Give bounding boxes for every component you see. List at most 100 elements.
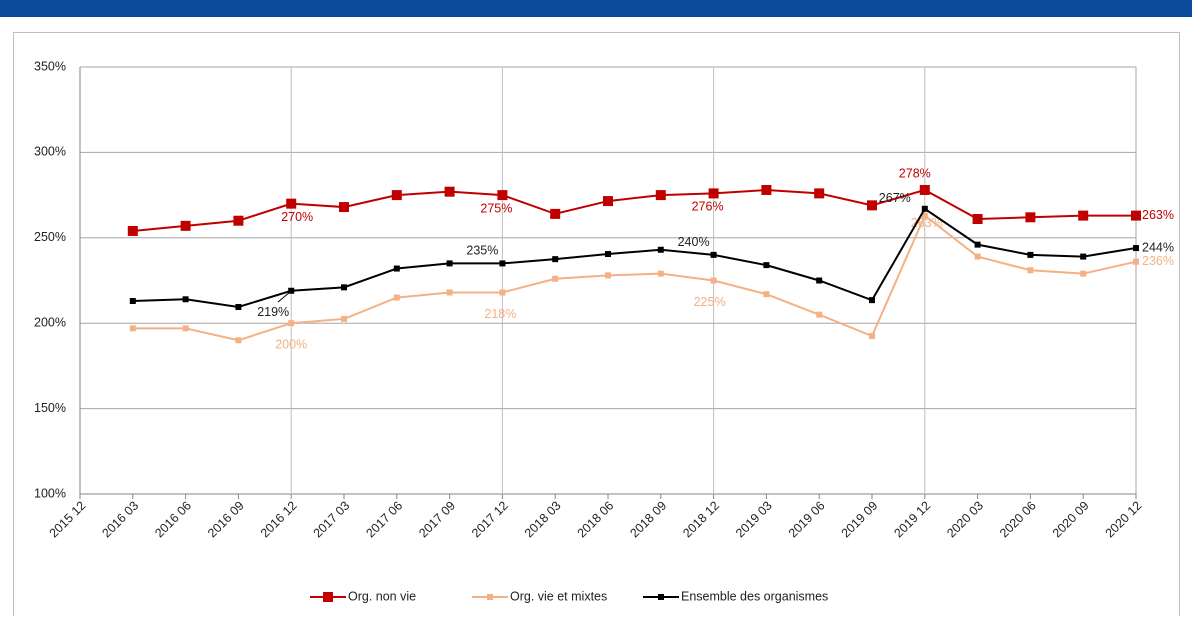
point-marker xyxy=(446,289,453,296)
point-marker xyxy=(341,315,347,322)
data-label: 236% xyxy=(1142,254,1174,268)
point-marker xyxy=(129,325,136,332)
data-label: 219% xyxy=(257,305,289,319)
point-marker xyxy=(288,320,295,327)
point-marker xyxy=(972,214,983,225)
point-marker xyxy=(446,260,453,267)
point-marker xyxy=(235,337,242,344)
legend-label: Org. vie et mixtes xyxy=(510,589,607,603)
point-marker xyxy=(499,260,506,267)
leader-line xyxy=(277,291,291,303)
point-marker xyxy=(763,291,770,298)
point-marker xyxy=(657,246,664,253)
data-label: 275% xyxy=(480,201,512,215)
point-marker xyxy=(552,256,559,263)
data-label: 235% xyxy=(466,244,498,258)
x-tick-label: 2017 03 xyxy=(311,499,353,541)
point-marker xyxy=(233,215,244,226)
point-marker xyxy=(974,253,981,260)
x-tick-label: 2020 06 xyxy=(997,499,1039,541)
point-marker xyxy=(182,325,189,332)
data-label: 267% xyxy=(879,191,911,205)
point-marker xyxy=(921,212,928,219)
point-marker xyxy=(339,202,349,213)
point-marker xyxy=(763,262,770,269)
point-marker xyxy=(603,196,613,207)
point-marker xyxy=(1133,245,1139,252)
point-marker xyxy=(288,287,295,294)
point-marker xyxy=(1133,258,1139,265)
y-tick-label: 300% xyxy=(34,145,66,159)
point-marker xyxy=(1027,267,1034,274)
point-marker xyxy=(127,225,138,236)
point-marker xyxy=(444,186,455,197)
header-band xyxy=(0,0,1192,17)
y-tick-label: 250% xyxy=(34,230,66,244)
point-marker xyxy=(180,220,191,231)
x-tick-label: 2020 12 xyxy=(1103,499,1145,541)
x-tick-label: 2018 03 xyxy=(522,499,564,541)
x-tick-label: 2019 03 xyxy=(733,499,775,541)
data-label: 240% xyxy=(678,235,710,249)
data-label: 225% xyxy=(694,295,726,309)
point-marker xyxy=(761,184,772,195)
point-marker xyxy=(708,188,719,199)
point-marker xyxy=(1078,210,1089,221)
x-tick-label: 2015 12 xyxy=(47,499,89,541)
point-marker xyxy=(869,333,875,340)
point-marker xyxy=(921,205,928,212)
x-tick-label: 2017 09 xyxy=(416,499,458,541)
x-tick-label: 2016 06 xyxy=(152,499,194,541)
legend-marker xyxy=(323,592,333,602)
point-marker xyxy=(341,284,347,291)
x-tick-label: 2019 09 xyxy=(839,499,881,541)
x-tick-label: 2017 12 xyxy=(469,499,511,541)
point-marker xyxy=(1080,253,1087,260)
point-marker xyxy=(552,275,559,282)
x-tick-label: 2016 09 xyxy=(205,499,247,541)
point-marker xyxy=(1131,210,1141,221)
point-marker xyxy=(605,251,611,258)
point-marker xyxy=(1080,270,1087,277)
y-tick-label: 150% xyxy=(34,401,66,415)
series-line xyxy=(132,207,1137,308)
series-line xyxy=(132,214,1137,342)
point-marker xyxy=(869,297,875,304)
x-tick-label: 2019 06 xyxy=(786,499,828,541)
x-tick-label: 2020 09 xyxy=(1050,499,1092,541)
data-label: 278% xyxy=(899,166,931,180)
legend-label: Org. non vie xyxy=(348,589,416,603)
data-label: 218% xyxy=(484,307,516,321)
data-label: 244% xyxy=(1142,240,1174,254)
point-marker xyxy=(814,188,825,199)
point-marker xyxy=(710,277,717,284)
point-marker xyxy=(710,251,717,258)
data-label: 270% xyxy=(281,210,313,224)
point-marker xyxy=(235,303,242,310)
data-label: 200% xyxy=(275,337,307,351)
point-marker xyxy=(919,184,930,195)
y-tick-label: 100% xyxy=(34,486,66,500)
point-marker xyxy=(816,311,823,318)
y-tick-label: 350% xyxy=(34,59,66,73)
legend-marker xyxy=(658,594,664,600)
point-marker xyxy=(655,190,666,201)
series-line xyxy=(132,188,1136,232)
x-tick-label: 2019 12 xyxy=(891,499,933,541)
x-tick-label: 2020 03 xyxy=(944,499,986,541)
point-marker xyxy=(605,272,611,279)
point-marker xyxy=(182,296,189,303)
point-marker xyxy=(129,297,136,304)
point-marker xyxy=(499,289,506,296)
point-marker xyxy=(657,270,664,277)
chart-frame xyxy=(13,32,1180,621)
data-label: 263% xyxy=(1142,208,1174,222)
x-tick-label: 2018 12 xyxy=(680,499,722,541)
point-marker xyxy=(393,265,400,272)
point-marker xyxy=(974,241,981,248)
x-tick-label: 2018 06 xyxy=(575,499,617,541)
x-tick-label: 2017 06 xyxy=(363,499,405,541)
data-label: 276% xyxy=(692,200,724,214)
